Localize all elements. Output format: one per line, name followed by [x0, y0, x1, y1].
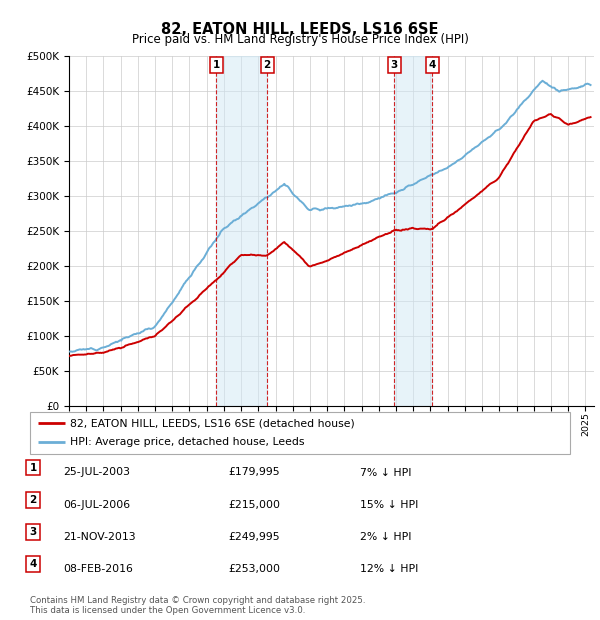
Text: 3: 3 — [391, 60, 398, 70]
Text: 82, EATON HILL, LEEDS, LS16 6SE (detached house): 82, EATON HILL, LEEDS, LS16 6SE (detache… — [71, 418, 355, 428]
Text: 2: 2 — [29, 495, 37, 505]
Text: 2% ↓ HPI: 2% ↓ HPI — [360, 532, 412, 542]
Text: £253,000: £253,000 — [228, 564, 280, 574]
Text: 1: 1 — [29, 463, 37, 472]
Text: 4: 4 — [428, 60, 436, 70]
Text: 3: 3 — [29, 527, 37, 537]
Text: 7% ↓ HPI: 7% ↓ HPI — [360, 467, 412, 477]
Text: HPI: Average price, detached house, Leeds: HPI: Average price, detached house, Leed… — [71, 438, 305, 448]
Text: £215,000: £215,000 — [228, 500, 280, 510]
FancyBboxPatch shape — [30, 412, 570, 454]
Text: £179,995: £179,995 — [228, 467, 280, 477]
Text: £249,995: £249,995 — [228, 532, 280, 542]
Text: 1: 1 — [212, 60, 220, 70]
Text: 2: 2 — [263, 60, 271, 70]
Text: 4: 4 — [29, 559, 37, 569]
Text: Contains HM Land Registry data © Crown copyright and database right 2025.
This d: Contains HM Land Registry data © Crown c… — [30, 596, 365, 615]
Text: 12% ↓ HPI: 12% ↓ HPI — [360, 564, 418, 574]
Text: Price paid vs. HM Land Registry's House Price Index (HPI): Price paid vs. HM Land Registry's House … — [131, 33, 469, 46]
Text: 21-NOV-2013: 21-NOV-2013 — [63, 532, 136, 542]
Text: 08-FEB-2016: 08-FEB-2016 — [63, 564, 133, 574]
Text: 82, EATON HILL, LEEDS, LS16 6SE: 82, EATON HILL, LEEDS, LS16 6SE — [161, 22, 439, 37]
Bar — [394, 56, 432, 406]
Text: 06-JUL-2006: 06-JUL-2006 — [63, 500, 130, 510]
Text: 15% ↓ HPI: 15% ↓ HPI — [360, 500, 418, 510]
Bar — [217, 56, 267, 406]
Text: 25-JUL-2003: 25-JUL-2003 — [63, 467, 130, 477]
